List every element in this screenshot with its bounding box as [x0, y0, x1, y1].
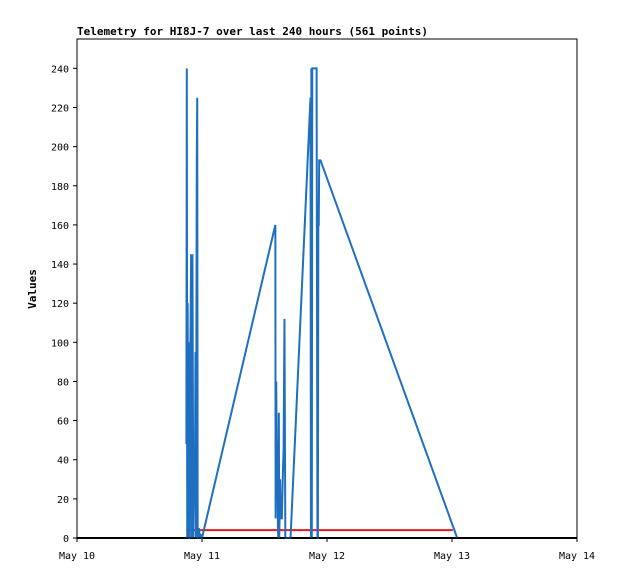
- telemetry-series-line: [185, 67, 459, 539]
- y-tick-label: 200: [51, 143, 69, 154]
- y-tick-label: 0: [63, 534, 69, 545]
- y-tick-label: 180: [51, 182, 69, 193]
- y-tick-label: 240: [51, 64, 69, 75]
- y-tick-label: 220: [51, 103, 69, 114]
- y-tick-label: 160: [51, 221, 69, 232]
- x-axis: May 10 May 11 May 12 May 13 May 14: [59, 538, 595, 562]
- x-tick-label: May 13: [434, 551, 470, 562]
- chart-title: Telemetry for HI8J-7 over last 240 hours…: [77, 25, 428, 38]
- plot-frame: [76, 38, 578, 539]
- series-layer: [77, 67, 577, 539]
- y-tick-label: 140: [51, 260, 69, 271]
- y-tick-label: 20: [57, 495, 69, 506]
- x-tick-label: May 11: [184, 551, 220, 562]
- x-tick-label: May 10: [59, 551, 95, 562]
- x-tick-label: May 14: [559, 551, 595, 562]
- y-axis: 0 20 40 60 80 100 120 140 160 180 200 220 240: [51, 64, 77, 545]
- y-tick-label: 60: [57, 417, 69, 428]
- y-tick-label: 100: [51, 338, 69, 349]
- x-tick-label: May 12: [309, 551, 345, 562]
- y-tick-label: 40: [57, 456, 69, 467]
- y-tick-label: 120: [51, 299, 69, 310]
- y-tick-label: 80: [57, 377, 69, 388]
- y-axis-label: Values: [26, 269, 39, 309]
